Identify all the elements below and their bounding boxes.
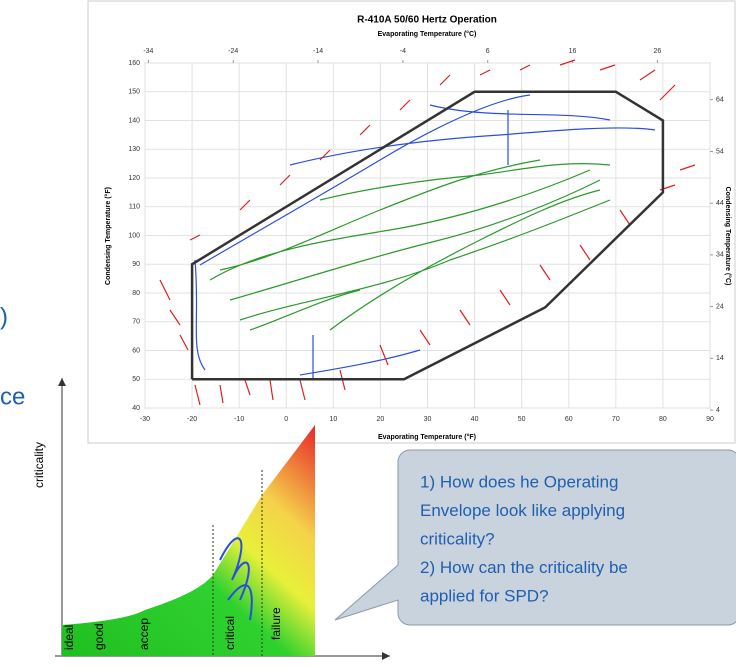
x2-tick-label: 6 bbox=[486, 48, 490, 55]
x2-tick-label: 16 bbox=[569, 48, 577, 55]
y2-tick-label: 64 bbox=[716, 97, 724, 104]
y-axis-label: Condensing Temperature (°F) bbox=[104, 187, 112, 285]
y2-tick-label: 24 bbox=[716, 303, 724, 310]
y-tick-label: 50 bbox=[132, 376, 140, 383]
y-tick-label: 120 bbox=[128, 175, 140, 182]
crit-y-label: criticality bbox=[32, 442, 46, 488]
fragment: ) bbox=[0, 303, 8, 330]
callout-line: Envelope look like applying bbox=[420, 501, 625, 520]
x2-axis-label: Evaporating Temperature (°C) bbox=[378, 30, 477, 38]
x-tick-label: -20 bbox=[187, 416, 197, 423]
x-tick-label: 10 bbox=[329, 416, 337, 423]
y-tick-label: 140 bbox=[128, 117, 140, 124]
x-tick-label: 80 bbox=[659, 416, 667, 423]
y2-tick-label: 14 bbox=[716, 355, 724, 362]
chart-title: R-410A 50/60 Hertz Operation bbox=[357, 15, 497, 26]
slide: ) ce R-410A 50/60 Hertz Operation Evapor… bbox=[0, 0, 736, 663]
callout-line: criticality? bbox=[420, 529, 495, 548]
zone-label: failure bbox=[269, 607, 283, 640]
y-tick-label: 40 bbox=[132, 405, 140, 412]
x2-tick-label: 26 bbox=[654, 48, 662, 55]
y-tick-label: 100 bbox=[128, 232, 140, 239]
callout-line: 1) How does he Operating bbox=[420, 472, 618, 491]
y2-tick-label: 4 bbox=[716, 407, 720, 414]
y-tick-label: 90 bbox=[132, 261, 140, 268]
y2-tick-label: 44 bbox=[716, 200, 724, 207]
zone-label: accep bbox=[137, 618, 151, 650]
callout-line: applied for SPD? bbox=[420, 586, 549, 605]
x-axis-label: Evaporating Temperature (°F) bbox=[378, 433, 476, 441]
y2-tick-label: 54 bbox=[716, 148, 724, 155]
x-tick-label: 70 bbox=[612, 416, 620, 423]
x2-tick-label: -24 bbox=[228, 48, 238, 55]
y-tick-label: 150 bbox=[128, 89, 140, 96]
zone-label: good bbox=[92, 623, 106, 650]
x2-tick-label: -14 bbox=[313, 48, 323, 55]
y-tick-label: 70 bbox=[132, 319, 140, 326]
x2-tick-label: -4 bbox=[400, 48, 406, 55]
x2-tick-label: -34 bbox=[143, 48, 153, 55]
y-tick-label: 110 bbox=[129, 204, 140, 211]
x-tick-label: 20 bbox=[377, 416, 385, 423]
x-tick-label: -30 bbox=[140, 416, 150, 423]
x-tick-label: 40 bbox=[471, 416, 479, 423]
x-tick-label: 60 bbox=[565, 416, 573, 423]
zone-label: critical bbox=[223, 616, 237, 650]
y-tick-label: 80 bbox=[132, 290, 140, 297]
fragment: ce bbox=[0, 383, 25, 410]
y2-tick-label: 34 bbox=[716, 252, 724, 259]
x-tick-label: -10 bbox=[234, 416, 244, 423]
x-tick-label: 30 bbox=[424, 416, 432, 423]
y-tick-label: 60 bbox=[132, 347, 140, 354]
zone-label: ideal bbox=[62, 625, 76, 650]
y-tick-label: 130 bbox=[128, 146, 140, 153]
y-tick-label: 160 bbox=[128, 60, 140, 67]
callout-line: 2) How can the criticality be bbox=[420, 558, 628, 577]
y2-axis-label: Condensing Temperature (°C) bbox=[724, 187, 732, 286]
x-tick-label: 90 bbox=[706, 416, 714, 423]
x-tick-label: 50 bbox=[518, 416, 526, 423]
x-tick-label: 0 bbox=[284, 416, 288, 423]
